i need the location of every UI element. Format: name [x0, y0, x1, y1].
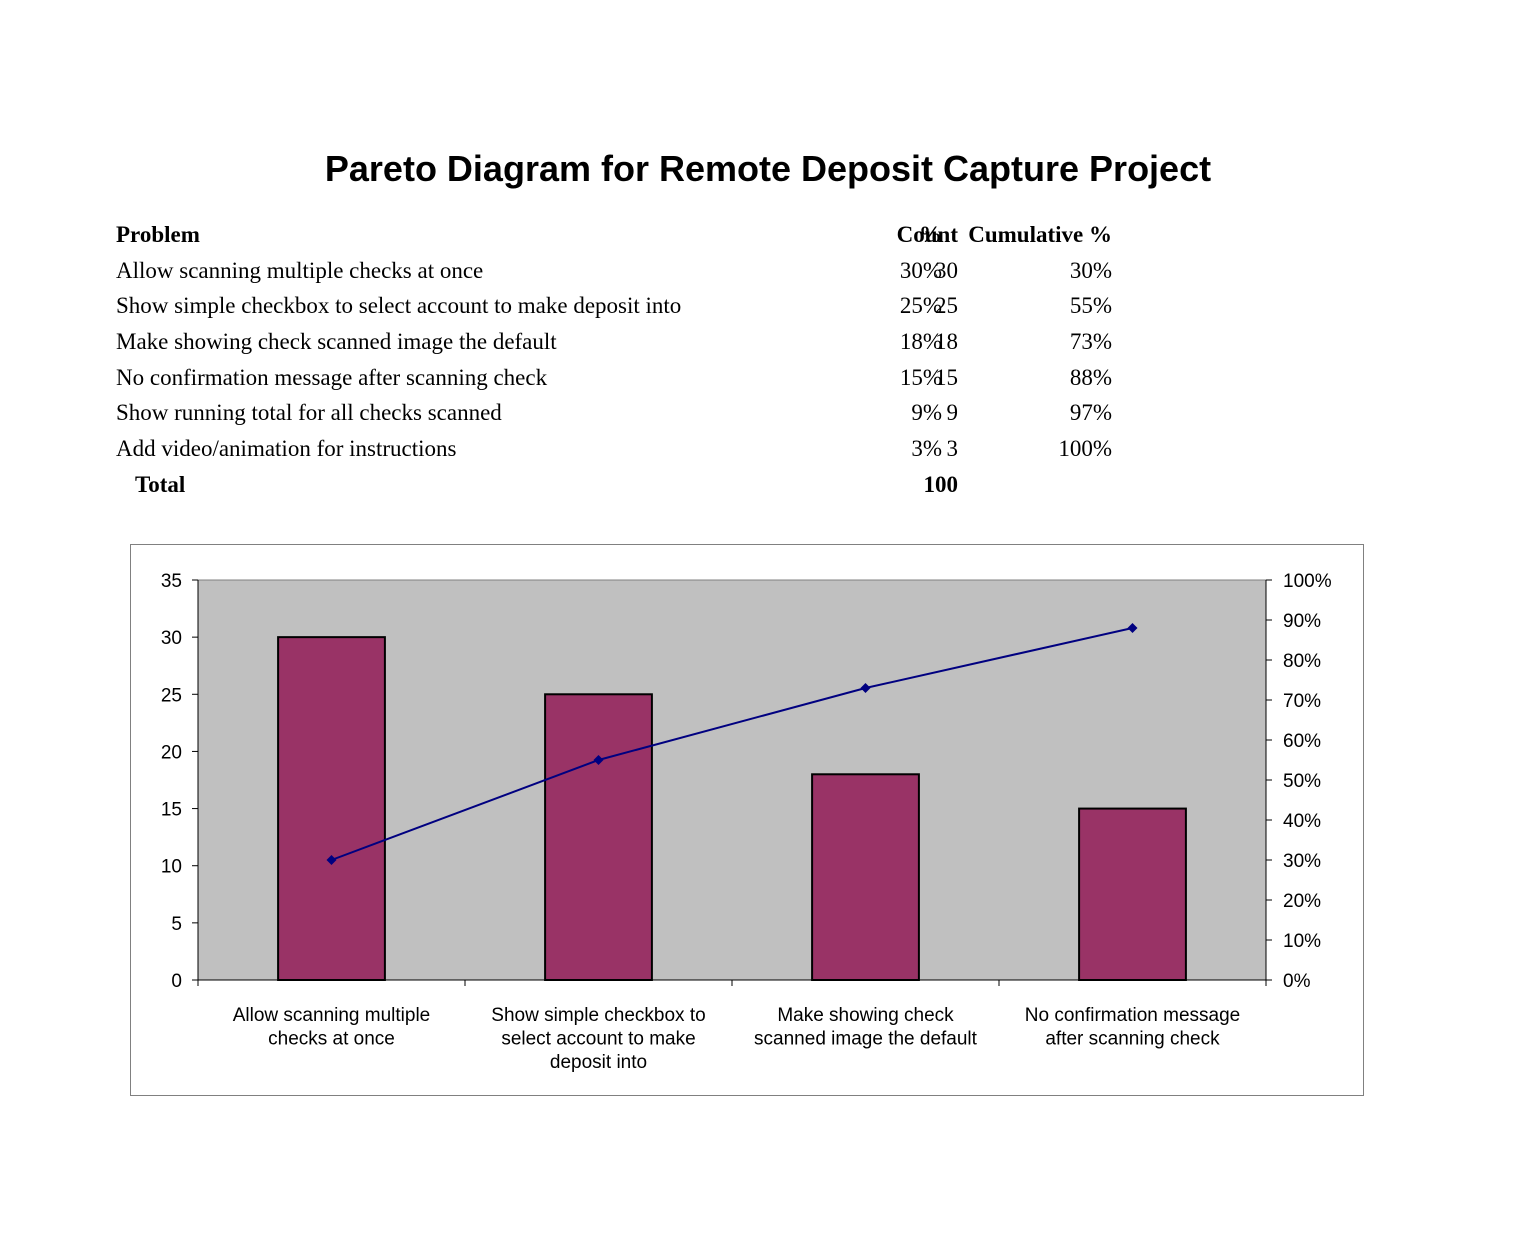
y2-tick-label: 70%: [1283, 691, 1321, 712]
total-value: 100: [923, 472, 959, 497]
y-tick-label: 10: [161, 857, 182, 878]
y-tick-label: 0: [171, 971, 182, 992]
total-label: Total: [135, 472, 186, 497]
table-row: Show simple checkbox to select account t…: [116, 293, 1116, 329]
x-category-label: checks at once: [268, 1029, 395, 1050]
y2-tick-label: 50%: [1283, 771, 1321, 792]
row-problem: Allow scanning multiple checks at once: [116, 258, 484, 283]
y2-tick-label: 10%: [1283, 931, 1321, 952]
y2-tick-label: 40%: [1283, 811, 1321, 832]
row-percent: 25%: [899, 293, 942, 318]
row-percent: 18%: [899, 329, 942, 354]
table-header-row: Problem Count % Cumulative %: [116, 222, 1116, 258]
y2-tick-label: 20%: [1283, 891, 1321, 912]
row-count: 9: [946, 400, 959, 425]
row-percent: 9%: [911, 400, 942, 425]
row-problem: No confirmation message after scanning c…: [116, 365, 548, 390]
row-count: 25: [935, 293, 958, 318]
row-problem: Show running total for all checks scanne…: [116, 400, 502, 425]
header-count: Count: [896, 222, 958, 247]
y-tick-label: 30: [161, 628, 182, 649]
cumulative-point: [1127, 623, 1138, 633]
row-count: 15: [935, 365, 958, 390]
x-category-label: after scanning check: [1045, 1029, 1220, 1050]
row-problem: Show simple checkbox to select account t…: [116, 293, 682, 318]
y-tick-label: 20: [161, 742, 182, 763]
y2-tick-label: 80%: [1283, 651, 1321, 672]
table-total-row: Total 100: [116, 472, 1116, 508]
header-problem: Problem: [116, 222, 200, 247]
x-category-label: Make showing check: [777, 1005, 954, 1026]
y2-tick-label: 30%: [1283, 851, 1321, 872]
cumulative-point: [326, 855, 337, 865]
bar: [544, 693, 653, 982]
row-cumulative: 73%: [1069, 329, 1112, 354]
table-row: Allow scanning multiple checks at once 3…: [116, 258, 1116, 294]
y2-tick-label: 0%: [1283, 971, 1311, 992]
row-problem: Make showing check scanned image the def…: [116, 329, 557, 354]
bar: [1078, 807, 1187, 982]
header-percent: %: [919, 222, 942, 247]
cumulative-point: [593, 755, 604, 765]
row-problem: Add video/animation for instructions: [116, 436, 457, 461]
y2-tick-label: 100%: [1283, 571, 1332, 592]
x-category-label: scanned image the default: [754, 1029, 978, 1050]
y-tick-label: 35: [161, 571, 182, 592]
cumulative-point: [860, 683, 871, 693]
row-count: 30: [935, 258, 958, 283]
y-tick-label: 25: [161, 685, 182, 706]
bar: [277, 636, 386, 982]
header-cumulative: Cumulative %: [968, 222, 1112, 247]
row-percent: 3%: [911, 436, 942, 461]
row-cumulative: 55%: [1069, 293, 1112, 318]
table-row: No confirmation message after scanning c…: [116, 365, 1116, 401]
y-tick-label: 5: [171, 914, 182, 935]
pareto-chart-frame: 0 5 10 15 20 25 30 35 0% 10% 20% 30% 40% 50% 60% 70% 80%…: [130, 544, 1364, 1096]
row-cumulative: 100%: [1058, 436, 1112, 461]
y2-tick-label: 90%: [1283, 611, 1321, 632]
row-cumulative: 88%: [1069, 365, 1112, 390]
pareto-chart: 0 5 10 15 20 25 30 35 0% 10% 20% 30% 40% 50% 60% 70% 80%…: [161, 571, 1332, 1073]
row-cumulative: 97%: [1069, 400, 1112, 425]
row-count: 3: [946, 436, 959, 461]
x-category-label: Show simple checkbox to: [491, 1005, 705, 1026]
x-category-label: No confirmation message: [1025, 1005, 1240, 1026]
bar: [811, 773, 920, 981]
row-percent: 15%: [899, 365, 942, 390]
x-category-label: deposit into: [550, 1052, 647, 1073]
x-category-label: select account to make: [501, 1029, 695, 1050]
y2-tick-label: 60%: [1283, 731, 1321, 752]
table-row: Add video/animation for instructions 3 3…: [116, 436, 1116, 472]
cumulative-line: [331, 627, 1133, 861]
row-percent: 30%: [899, 258, 942, 283]
y-tick-label: 15: [161, 800, 182, 821]
row-count: 18: [935, 329, 958, 354]
row-cumulative: 30%: [1069, 258, 1112, 283]
table-row: Make showing check scanned image the def…: [116, 329, 1116, 365]
x-category-label: Allow scanning multiple: [233, 1005, 431, 1026]
page-title: Pareto Diagram for Remote Deposit Captur…: [324, 148, 1212, 189]
table-row: Show running total for all checks scanne…: [116, 400, 1116, 436]
